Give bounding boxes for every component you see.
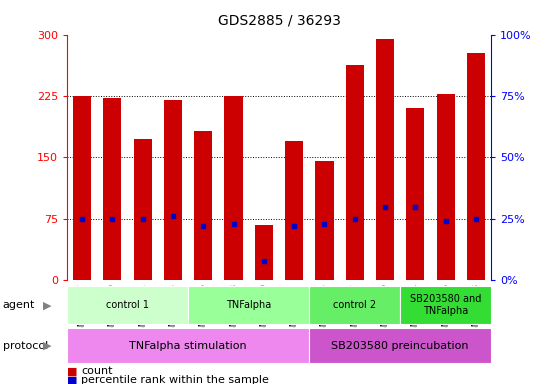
Bar	[315, 161, 334, 280]
Text: TNFalpha: TNFalpha	[226, 300, 271, 310]
Bar	[400, 286, 491, 324]
Bar	[188, 286, 309, 324]
Text: percentile rank within the sample: percentile rank within the sample	[81, 375, 269, 384]
Text: control 2: control 2	[333, 300, 376, 310]
Bar	[67, 328, 309, 363]
Text: GDS2885 / 36293: GDS2885 / 36293	[218, 13, 340, 27]
Text: ■: ■	[67, 375, 81, 384]
Bar	[309, 286, 400, 324]
Text: ▶: ▶	[43, 300, 52, 310]
Text: protocol: protocol	[3, 341, 48, 351]
Bar	[133, 139, 152, 280]
Bar	[194, 131, 213, 280]
Bar	[103, 98, 122, 280]
Bar	[436, 94, 455, 280]
Text: ■: ■	[67, 366, 81, 376]
Bar	[467, 53, 485, 280]
Bar	[224, 96, 243, 280]
Text: ▶: ▶	[43, 341, 52, 351]
Bar	[376, 39, 394, 280]
Bar	[285, 141, 303, 280]
Text: TNFalpha stimulation: TNFalpha stimulation	[129, 341, 247, 351]
Bar	[67, 286, 188, 324]
Bar	[164, 100, 182, 280]
Bar	[309, 328, 491, 363]
Bar	[406, 108, 425, 280]
Text: agent: agent	[3, 300, 35, 310]
Text: count: count	[81, 366, 112, 376]
Text: SB203580 preincubation: SB203580 preincubation	[331, 341, 469, 351]
Bar	[345, 65, 364, 280]
Text: SB203580 and
TNFalpha: SB203580 and TNFalpha	[410, 295, 482, 316]
Bar	[73, 96, 91, 280]
Text: control 1: control 1	[106, 300, 149, 310]
Bar	[255, 225, 273, 280]
